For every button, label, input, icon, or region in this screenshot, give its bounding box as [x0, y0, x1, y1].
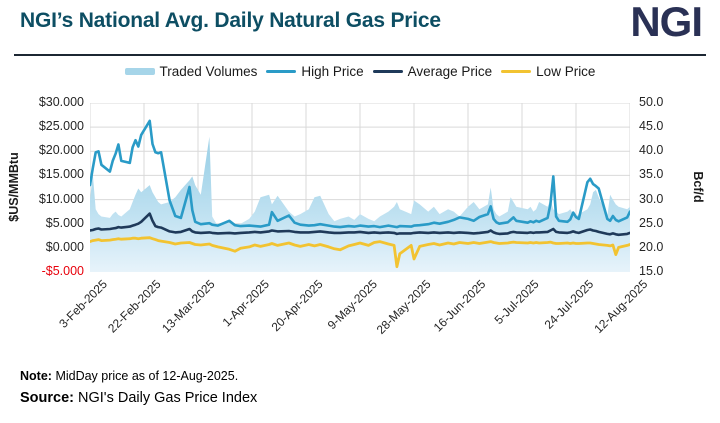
left-axis-title: $US/MMBtu [7, 152, 21, 222]
x-axis-tick: 28-May-2025 [373, 277, 434, 337]
right-axis-tick: 20.0 [639, 239, 664, 254]
legend-item-average-price: Average Price [372, 64, 493, 79]
traded-volumes-swatch-icon [124, 68, 155, 75]
left-axis-tick: $25.000 [38, 119, 84, 134]
source-text: Source: NGI's Daily Gas Price Index [20, 390, 257, 406]
plot-svg [90, 103, 630, 272]
legend-item-low-price: Low Price [501, 64, 595, 79]
right-axis-tick: 50.0 [639, 95, 664, 109]
note-text: Note: MidDay price as of 12-Aug-2025. [20, 369, 238, 383]
right-axis-tick: 30.0 [639, 191, 664, 206]
high-price-swatch-icon [266, 70, 297, 73]
high-price-line [90, 119, 630, 229]
source-body: NGI's Daily Gas Price Index [78, 390, 258, 406]
ngi-logo: NGI [630, 0, 703, 45]
x-axis-tick: 22-Feb-2025 [105, 277, 164, 336]
left-axis-tick: $0.000 [45, 239, 84, 254]
legend-label: Traded Volumes [159, 64, 258, 79]
right-axis-tick: 35.0 [639, 167, 664, 182]
right-axis-tick: 25.0 [639, 215, 664, 230]
legend-item-traded-volumes: Traded Volumes [124, 64, 258, 79]
left-axis-tick: $5.000 [45, 215, 84, 230]
page-title: NGI’s National Avg. Daily Natural Gas Pr… [20, 9, 441, 32]
header-divider [14, 54, 706, 56]
x-axis-tick: 16-Jun-2025 [430, 277, 488, 335]
legend-item-high-price: High Price [266, 64, 364, 79]
left-axis-tick: -$5.000 [41, 264, 84, 278]
low-price-swatch-icon [501, 70, 532, 73]
low-price-line [90, 236, 630, 269]
right-axis-title: Bcf/d [691, 171, 705, 203]
x-axis-tick: 20-Apr-2025 [268, 277, 326, 335]
traded-volumes-area [90, 136, 630, 272]
note-body: MidDay price as of 12-Aug-2025. [55, 369, 239, 383]
chart-legend: Traded Volumes High Price Average Price … [0, 64, 720, 79]
legend-label: High Price [301, 64, 364, 79]
left-axis-tick: $15.000 [38, 167, 84, 182]
left-axis-tick: $30.000 [38, 95, 84, 109]
x-axis-tick: 1-Apr-2025 [219, 277, 272, 330]
right-axis-tick: 15.0 [639, 264, 664, 278]
x-axis-tick: 5-Jul-2025 [491, 277, 542, 327]
x-axis-tick: 9-May-2025 [324, 277, 380, 333]
x-axis-tick: 3-Feb-2025 [56, 277, 110, 331]
x-axis-tick: 24-Jul-2025 [541, 277, 596, 332]
average-price-swatch-icon [372, 70, 403, 73]
legend-label: Low Price [536, 64, 596, 79]
right-axis-tick: 40.0 [639, 143, 664, 158]
legend-label: Average Price [407, 64, 493, 79]
x-axis-tick: 12-Aug-2025 [590, 277, 650, 336]
x-axis-tick: 13-Mar-2025 [159, 277, 218, 336]
left-axis-tick: $10.000 [38, 191, 84, 206]
note-label: Note: [20, 369, 52, 383]
left-axis-tick: $20.000 [38, 143, 84, 158]
average-price-line [90, 212, 630, 237]
right-axis-tick: 45.0 [639, 119, 664, 134]
source-label: Source: [20, 390, 74, 406]
